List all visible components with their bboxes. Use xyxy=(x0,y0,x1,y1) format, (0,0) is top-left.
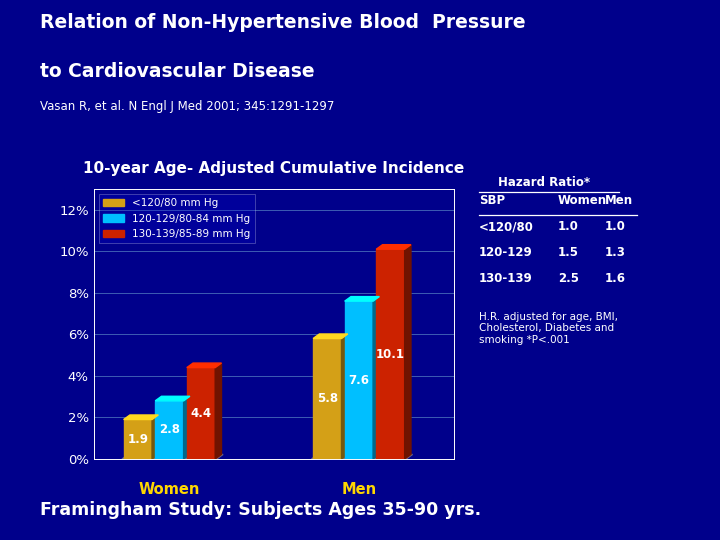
Text: 130-139: 130-139 xyxy=(479,272,533,285)
Polygon shape xyxy=(124,415,158,420)
Text: 120-129: 120-129 xyxy=(479,246,533,259)
Text: 1.6: 1.6 xyxy=(605,272,626,285)
Polygon shape xyxy=(312,455,413,459)
Polygon shape xyxy=(122,455,223,459)
Text: 1.9: 1.9 xyxy=(127,433,148,446)
Text: Women: Women xyxy=(558,194,607,207)
Text: Vasan R, et al. N Engl J Med 2001; 345:1291-1297: Vasan R, et al. N Engl J Med 2001; 345:1… xyxy=(40,100,334,113)
Text: 2.5: 2.5 xyxy=(558,272,579,285)
Text: to Cardiovascular Disease: to Cardiovascular Disease xyxy=(40,62,314,81)
Text: 1.3: 1.3 xyxy=(605,246,626,259)
Text: 1.5: 1.5 xyxy=(558,246,579,259)
Polygon shape xyxy=(373,296,379,459)
Bar xyxy=(377,249,405,459)
Text: Framingham Study: Subjects Ages 35-90 yrs.: Framingham Study: Subjects Ages 35-90 yr… xyxy=(40,502,481,519)
Polygon shape xyxy=(405,245,411,459)
Text: 7.6: 7.6 xyxy=(348,374,369,387)
Bar xyxy=(345,301,373,459)
Text: 10.1: 10.1 xyxy=(376,348,405,361)
Polygon shape xyxy=(345,296,379,301)
Text: Relation of Non-Hypertensive Blood  Pressure: Relation of Non-Hypertensive Blood Press… xyxy=(40,14,525,32)
Polygon shape xyxy=(184,396,190,459)
Polygon shape xyxy=(156,396,190,401)
Text: 1.0: 1.0 xyxy=(605,220,626,233)
Polygon shape xyxy=(377,245,411,249)
Text: Men: Men xyxy=(605,194,633,207)
Polygon shape xyxy=(215,363,222,459)
Legend: <120/80 mm Hg, 120-129/80-84 mm Hg, 130-139/85-89 mm Hg: <120/80 mm Hg, 120-129/80-84 mm Hg, 130-… xyxy=(99,194,255,243)
Text: Hazard Ratio*: Hazard Ratio* xyxy=(498,176,590,188)
Polygon shape xyxy=(186,363,222,368)
Text: H.R. adjusted for age, BMI,
Cholesterol, Diabetes and
smoking *P<.001: H.R. adjusted for age, BMI, Cholesterol,… xyxy=(479,312,618,345)
Text: SBP: SBP xyxy=(479,194,505,207)
Text: 5.8: 5.8 xyxy=(317,392,338,405)
Text: <120/80: <120/80 xyxy=(479,220,534,233)
Text: Women: Women xyxy=(139,482,200,497)
Bar xyxy=(186,368,215,459)
Polygon shape xyxy=(341,334,348,459)
Text: 1.0: 1.0 xyxy=(558,220,579,233)
Text: 4.4: 4.4 xyxy=(190,407,212,420)
Bar xyxy=(124,420,152,459)
Polygon shape xyxy=(152,415,158,459)
Text: 2.8: 2.8 xyxy=(159,423,180,436)
Text: Men: Men xyxy=(341,482,377,497)
Text: 10-year Age- Adjusted Cumulative Incidence: 10-year Age- Adjusted Cumulative Inciden… xyxy=(83,160,464,176)
Bar xyxy=(156,401,184,459)
Polygon shape xyxy=(313,334,348,339)
Bar xyxy=(313,339,341,459)
